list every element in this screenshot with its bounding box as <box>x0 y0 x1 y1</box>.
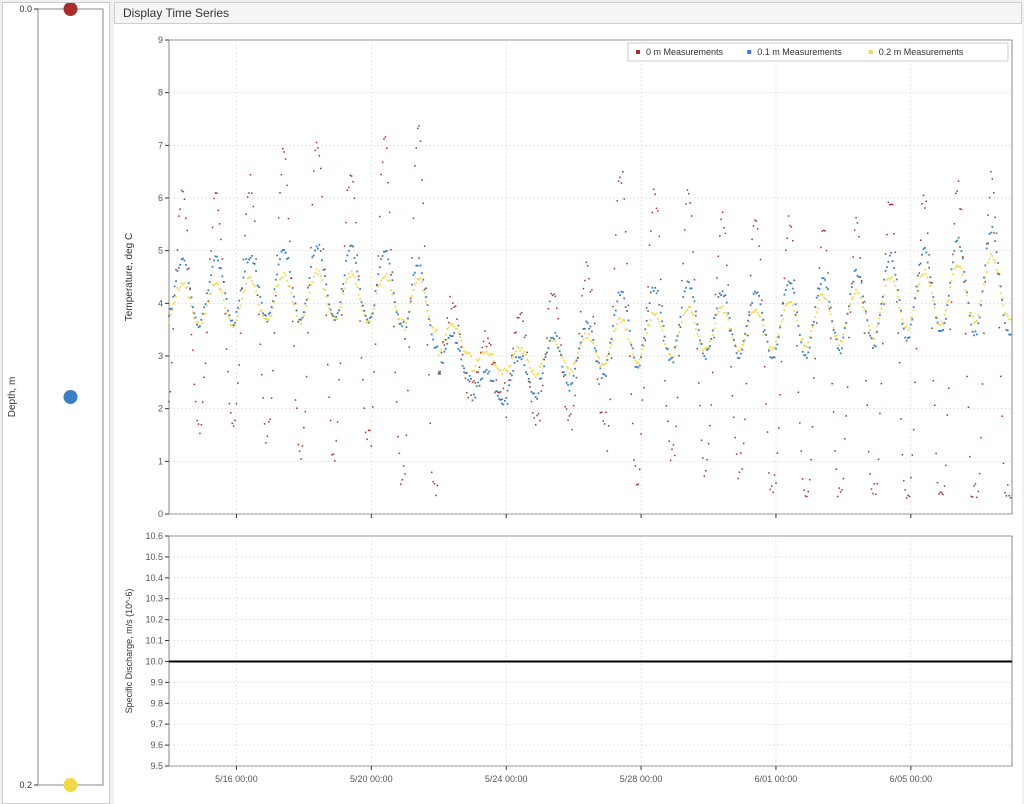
svg-text:6: 6 <box>158 193 163 203</box>
svg-text:4: 4 <box>158 298 163 308</box>
svg-text:9.6: 9.6 <box>150 740 163 750</box>
svg-text:0.1 m Measurements: 0.1 m Measurements <box>757 47 842 57</box>
svg-text:0.2 m Measurements: 0.2 m Measurements <box>879 47 964 57</box>
svg-text:0.0: 0.0 <box>19 4 32 14</box>
svg-text:1: 1 <box>158 456 163 466</box>
svg-text:6/05 00:00: 6/05 00:00 <box>890 774 933 784</box>
depth-chart[interactable]: 0.0 0.2 Depth, m <box>3 3 109 799</box>
svg-text:5/20 00:00: 5/20 00:00 <box>350 774 393 784</box>
svg-text:9: 9 <box>158 35 163 45</box>
svg-text:0: 0 <box>158 509 163 519</box>
svg-text:Specific Discharge, m/s (10^-6: Specific Discharge, m/s (10^-6) <box>124 589 134 714</box>
svg-text:5/16 00:00: 5/16 00:00 <box>215 774 258 784</box>
svg-text:10.3: 10.3 <box>145 594 163 604</box>
svg-text:10.6: 10.6 <box>145 531 163 541</box>
svg-text:5/28 00:00: 5/28 00:00 <box>620 774 663 784</box>
svg-text:10.5: 10.5 <box>145 552 163 562</box>
svg-text:9.9: 9.9 <box>150 677 163 687</box>
svg-text:10.2: 10.2 <box>145 615 163 625</box>
svg-text:9.8: 9.8 <box>150 698 163 708</box>
chart-area: 0 1 2 3 4 5 6 7 8 9 Temperature, deg C 0 m Measurem… <box>114 24 1022 804</box>
svg-text:10.4: 10.4 <box>145 573 163 583</box>
svg-text:9.7: 9.7 <box>150 719 163 729</box>
depth-panel: 0.0 0.2 Depth, m <box>2 2 110 804</box>
svg-text:6/01 00:00: 6/01 00:00 <box>755 774 798 784</box>
panel-title: Display Time Series <box>114 2 1022 24</box>
main-container: 0.0 0.2 Depth, m Display Time Series 0 1 2 3 4… <box>0 0 1024 802</box>
svg-text:0 m Measurements: 0 m Measurements <box>646 47 724 57</box>
timeseries-chart[interactable]: 0 1 2 3 4 5 6 7 8 9 Temperature, deg C 0 m Measurem… <box>114 24 1022 796</box>
svg-text:10.0: 10.0 <box>145 656 163 666</box>
svg-text:5/24 00:00: 5/24 00:00 <box>485 774 528 784</box>
svg-text:5: 5 <box>158 246 163 256</box>
svg-text:7: 7 <box>158 140 163 150</box>
svg-text:Temperature, deg C: Temperature, deg C <box>124 233 135 321</box>
svg-text:10.1: 10.1 <box>145 636 163 646</box>
svg-text:9.5: 9.5 <box>150 761 163 771</box>
svg-text:0.2: 0.2 <box>19 780 32 790</box>
svg-text:Depth, m: Depth, m <box>7 377 18 418</box>
svg-text:2: 2 <box>158 404 163 414</box>
right-panel: Display Time Series 0 1 2 3 4 5 6 7 8 9 Temperatur… <box>114 2 1022 804</box>
svg-text:3: 3 <box>158 351 163 361</box>
svg-text:8: 8 <box>158 88 163 98</box>
